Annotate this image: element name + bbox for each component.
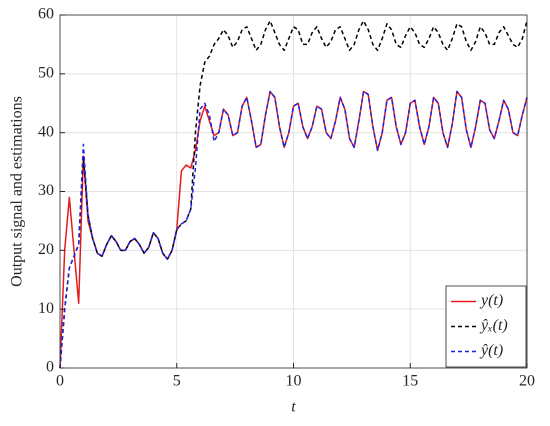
x-tick-label: 10 <box>286 373 302 390</box>
x-tick-label: 20 <box>519 373 535 390</box>
legend-label: ŷₓ(t) <box>479 317 508 334</box>
legend-label: y(t) <box>479 292 503 309</box>
y-tick-label: 60 <box>38 6 54 23</box>
legend: y(t) ŷₓ(t) ŷ(t) <box>445 285 527 368</box>
x-tick-label: 5 <box>173 373 181 390</box>
legend-label: ŷ(t) <box>479 342 503 359</box>
ticks: 0 5 10 15 20 0 10 20 30 40 50 60 <box>38 6 535 390</box>
y-tick-label: 40 <box>38 123 54 140</box>
y-axis-label: Output signal and estimations <box>9 96 26 287</box>
y-tick-label: 20 <box>38 241 54 258</box>
x-tick-label: 0 <box>56 373 64 390</box>
y-tick-label: 10 <box>38 300 54 317</box>
x-tick-label: 15 <box>402 373 418 390</box>
series-line <box>59 20 528 369</box>
series-line <box>59 90 528 369</box>
x-axis-label: t <box>291 399 296 416</box>
y-tick-label: 0 <box>46 359 54 376</box>
y-tick-label: 50 <box>38 65 54 82</box>
plot-lines <box>59 20 528 369</box>
y-tick-label: 30 <box>38 182 54 199</box>
